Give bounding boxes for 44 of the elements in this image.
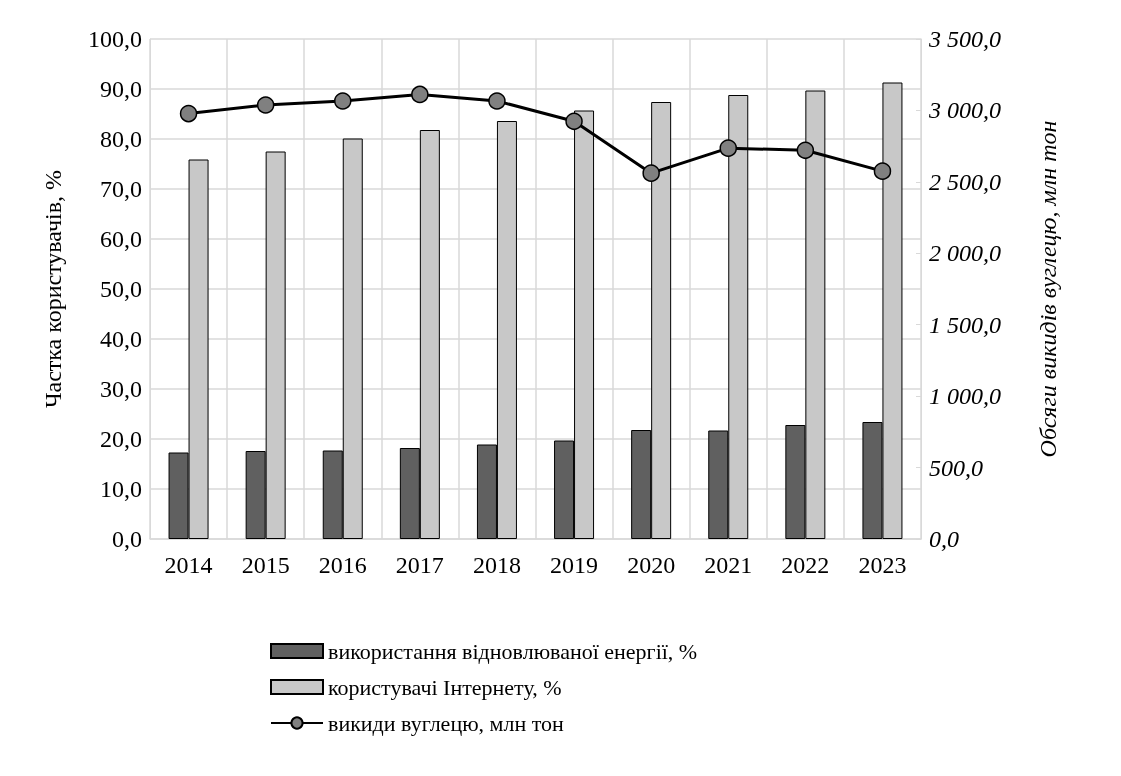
y2-tick-label: 1 500,0 (929, 311, 1001, 338)
y-tick-label: 80,0 (100, 126, 142, 152)
y-tick-label: 10,0 (100, 476, 142, 502)
y-tick-label: 90,0 (100, 76, 142, 102)
y-axis-title: Частка користувачів, % (40, 169, 66, 409)
legend-label: використання відновлюваної енергії, % (328, 638, 698, 664)
y-tick-label: 20,0 (100, 426, 142, 452)
y-tick-label: 40,0 (100, 326, 142, 352)
y-tick-label: 100,0 (88, 26, 142, 52)
x-tick-label: 2014 (164, 552, 213, 578)
x-tick-label: 2022 (781, 552, 830, 578)
x-tick-label: 2023 (858, 552, 907, 578)
point (565, 112, 583, 131)
y2-tick-label: 3 000,0 (928, 97, 1001, 124)
point (179, 104, 198, 123)
point (334, 92, 352, 110)
y2-tick-label: 2 500,0 (929, 168, 1001, 195)
point (719, 139, 737, 157)
x-tick-label: 2015 (241, 552, 290, 578)
x-tick-label: 2016 (318, 552, 367, 578)
y2-axis-title: Обсяги викидів вуглецю, млн тон (1035, 120, 1061, 458)
legend-label: користувачі Інтернету, % (328, 674, 562, 700)
x-tick-label: 2019 (550, 552, 599, 578)
point (411, 85, 429, 104)
point (642, 164, 660, 182)
y2-tick-label: 2 000,0 (929, 240, 1001, 267)
y-tick-label: 50,0 (100, 276, 142, 302)
y-tick-label: 70,0 (100, 176, 142, 202)
y2-tick-label: 0,0 (929, 526, 959, 552)
x-tick-label: 2017 (395, 552, 444, 578)
point (873, 162, 892, 180)
y-tick-label: 30,0 (100, 376, 142, 402)
x-tick-label: 2021 (704, 552, 753, 578)
legend-label: викиди вуглецю, млн тон (328, 710, 565, 736)
point (488, 92, 506, 110)
point (256, 96, 275, 114)
y-tick-label: 0,0 (112, 526, 142, 552)
y2-tick-label: 1 000,0 (929, 383, 1001, 410)
point (796, 141, 815, 160)
x-tick-label: 2020 (627, 552, 676, 578)
y2-tick-label: 500,0 (929, 454, 983, 481)
x-tick-label: 2018 (472, 552, 521, 578)
y2-tick-label: 3 500,0 (928, 26, 1001, 52)
y-tick-label: 60,0 (100, 226, 142, 252)
